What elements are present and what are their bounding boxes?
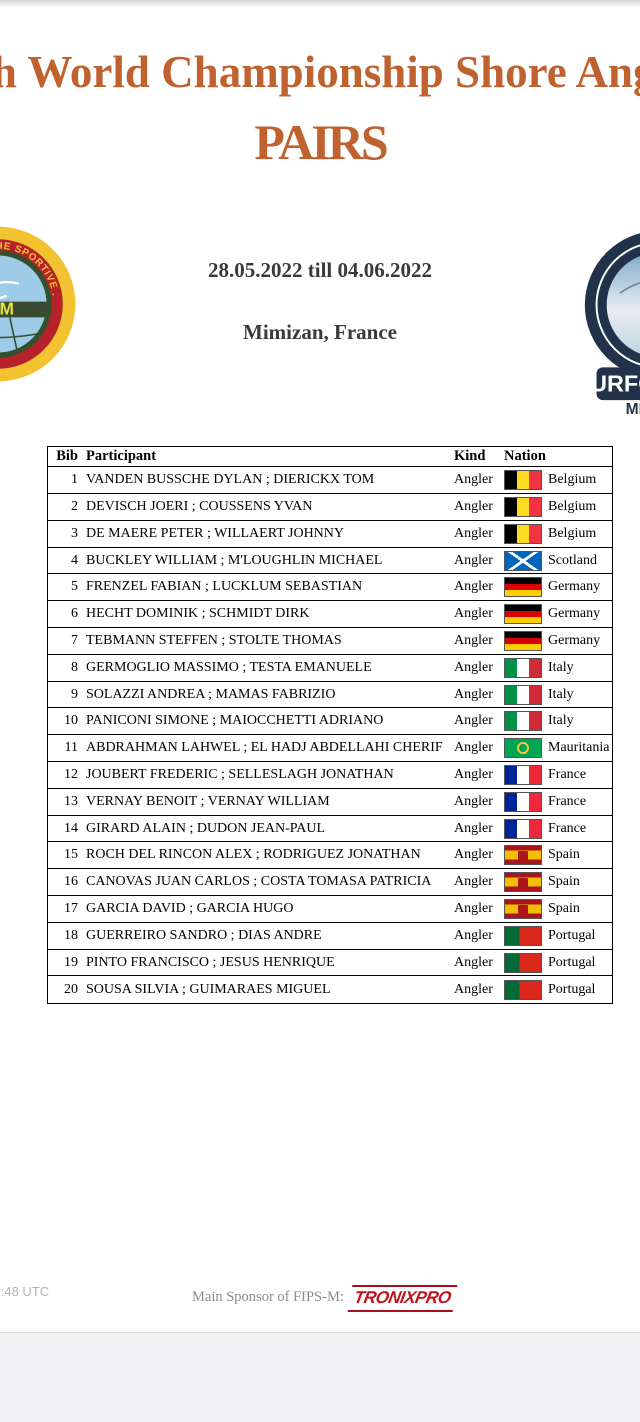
svg-text:S-M: S-M	[0, 298, 14, 318]
svg-text:SURFCASTING: SURFCASTING	[574, 371, 640, 397]
svg-text:MIMIZAN: MIMIZAN	[626, 401, 640, 418]
